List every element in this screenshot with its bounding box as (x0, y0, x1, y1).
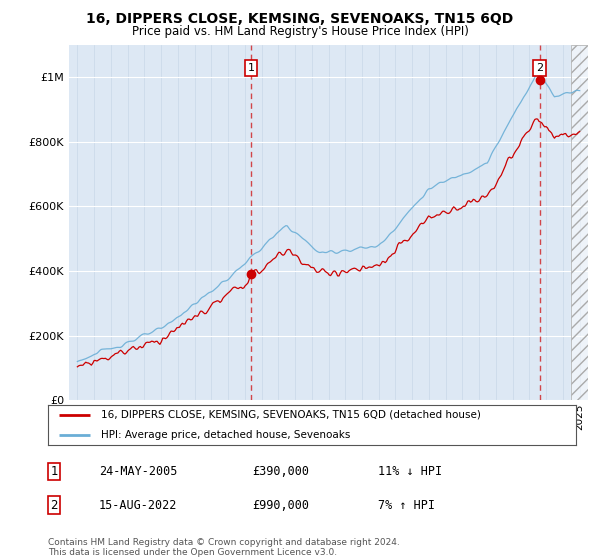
Text: 15-AUG-2022: 15-AUG-2022 (99, 498, 178, 512)
Text: 2: 2 (50, 498, 58, 512)
Text: 7% ↑ HPI: 7% ↑ HPI (378, 498, 435, 512)
Text: 11% ↓ HPI: 11% ↓ HPI (378, 465, 442, 478)
Text: 1: 1 (50, 465, 58, 478)
Text: £990,000: £990,000 (252, 498, 309, 512)
Bar (571, 45, 588, 400)
Text: Contains HM Land Registry data © Crown copyright and database right 2024.
This d: Contains HM Land Registry data © Crown c… (48, 538, 400, 557)
Text: £390,000: £390,000 (252, 465, 309, 478)
Bar (571, 45, 588, 400)
Text: 2: 2 (536, 63, 544, 73)
Text: HPI: Average price, detached house, Sevenoaks: HPI: Average price, detached house, Seve… (101, 430, 350, 440)
Text: Price paid vs. HM Land Registry's House Price Index (HPI): Price paid vs. HM Land Registry's House … (131, 25, 469, 38)
Text: 24-MAY-2005: 24-MAY-2005 (99, 465, 178, 478)
Text: 1: 1 (248, 63, 254, 73)
Text: 16, DIPPERS CLOSE, KEMSING, SEVENOAKS, TN15 6QD (detached house): 16, DIPPERS CLOSE, KEMSING, SEVENOAKS, T… (101, 410, 481, 420)
Text: 16, DIPPERS CLOSE, KEMSING, SEVENOAKS, TN15 6QD: 16, DIPPERS CLOSE, KEMSING, SEVENOAKS, T… (86, 12, 514, 26)
